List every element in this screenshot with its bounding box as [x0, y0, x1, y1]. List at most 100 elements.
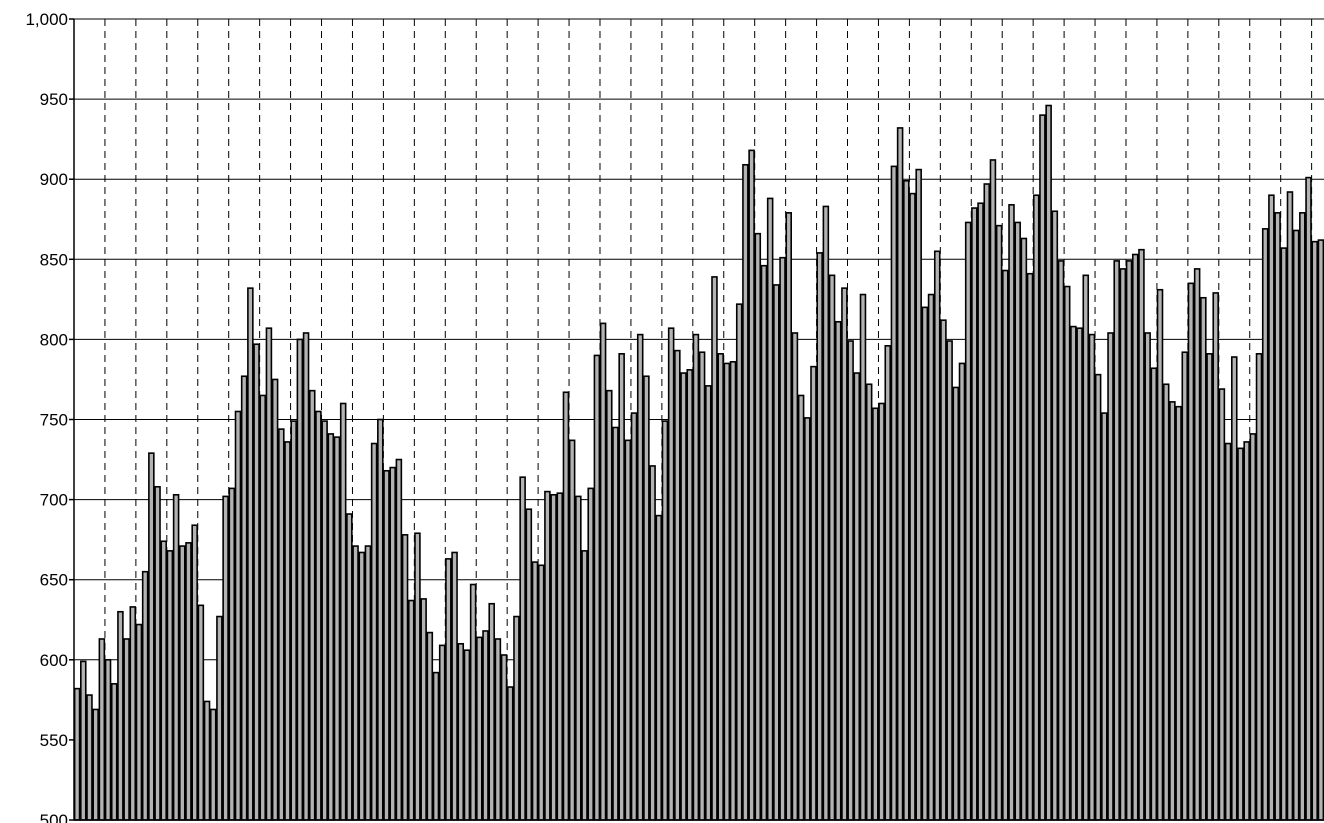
bar [581, 550, 588, 821]
bar [754, 232, 762, 821]
bar [735, 303, 743, 821]
bar [457, 642, 465, 821]
bar [333, 436, 341, 821]
bar [104, 658, 112, 821]
bar [562, 391, 570, 821]
bar [779, 256, 786, 821]
bar [1156, 288, 1164, 821]
bar [185, 542, 192, 821]
bar [680, 372, 687, 821]
y-tick-label: 800 [40, 330, 68, 349]
bar [599, 322, 607, 821]
bar [296, 338, 304, 821]
bar [364, 545, 372, 821]
bar [1311, 240, 1318, 821]
bar [284, 441, 291, 821]
bar [1094, 373, 1102, 821]
bar [915, 168, 922, 821]
bar [853, 372, 861, 821]
bar [451, 551, 458, 821]
y-tick-label: 750 [40, 411, 68, 430]
bar [1051, 210, 1059, 821]
bar [872, 407, 879, 821]
bar [110, 683, 118, 821]
bar [995, 224, 1003, 821]
bar [98, 638, 106, 821]
bar [1175, 405, 1182, 821]
bar [476, 636, 483, 821]
bar [135, 623, 143, 821]
bar [841, 287, 848, 821]
bar [859, 293, 867, 821]
bar [686, 369, 693, 821]
bar [426, 631, 434, 821]
bar [401, 534, 409, 821]
bar [148, 452, 155, 821]
bar [1070, 325, 1077, 821]
bar [742, 163, 749, 821]
y-tick-label: 550 [40, 731, 68, 750]
bar [1113, 260, 1120, 821]
bar [315, 410, 322, 821]
bar [575, 495, 582, 821]
bar [568, 439, 576, 821]
bar [760, 264, 768, 821]
bar [1063, 285, 1071, 821]
bar [896, 127, 904, 821]
bar [179, 545, 186, 821]
bar [624, 439, 632, 821]
bar [729, 361, 737, 821]
bar [1119, 268, 1127, 821]
bar [964, 221, 972, 821]
bar [1317, 239, 1324, 821]
y-tick-label: 850 [40, 250, 68, 269]
bar [698, 351, 706, 821]
bar [1107, 332, 1114, 821]
bar [940, 319, 947, 821]
bar [1305, 176, 1312, 821]
bar [141, 570, 149, 821]
bar [618, 353, 625, 821]
bar [1218, 388, 1226, 821]
bar [414, 532, 421, 821]
bar [259, 394, 267, 821]
bar [1045, 104, 1052, 821]
bar [1076, 327, 1083, 821]
bar [1292, 229, 1300, 821]
axes [69, 18, 1324, 821]
bar [358, 551, 366, 821]
bar [1274, 212, 1281, 821]
bar [797, 394, 805, 821]
bar [1002, 269, 1009, 821]
bar [804, 417, 811, 821]
bar [321, 420, 328, 821]
bar [909, 192, 916, 821]
bar [636, 333, 644, 821]
bar [661, 420, 669, 821]
bar [129, 606, 137, 821]
bar [692, 333, 700, 821]
bar [172, 493, 180, 821]
y-tick-label: 950 [40, 90, 68, 109]
bar [903, 180, 910, 821]
bar [1169, 401, 1176, 821]
bar [878, 402, 885, 821]
bar [612, 426, 619, 821]
y-tick-label: 600 [40, 651, 68, 670]
bar [240, 375, 248, 821]
bar [191, 524, 198, 821]
bar [1162, 383, 1170, 821]
bar [773, 284, 780, 821]
bar [352, 545, 359, 821]
bar [525, 508, 533, 821]
bar [643, 375, 650, 821]
bar [228, 487, 236, 821]
bar [630, 412, 638, 821]
bar [655, 514, 663, 821]
bar [253, 343, 260, 821]
bar [1187, 282, 1195, 821]
bar [884, 345, 892, 821]
bar [513, 615, 520, 821]
bar [1057, 260, 1065, 821]
